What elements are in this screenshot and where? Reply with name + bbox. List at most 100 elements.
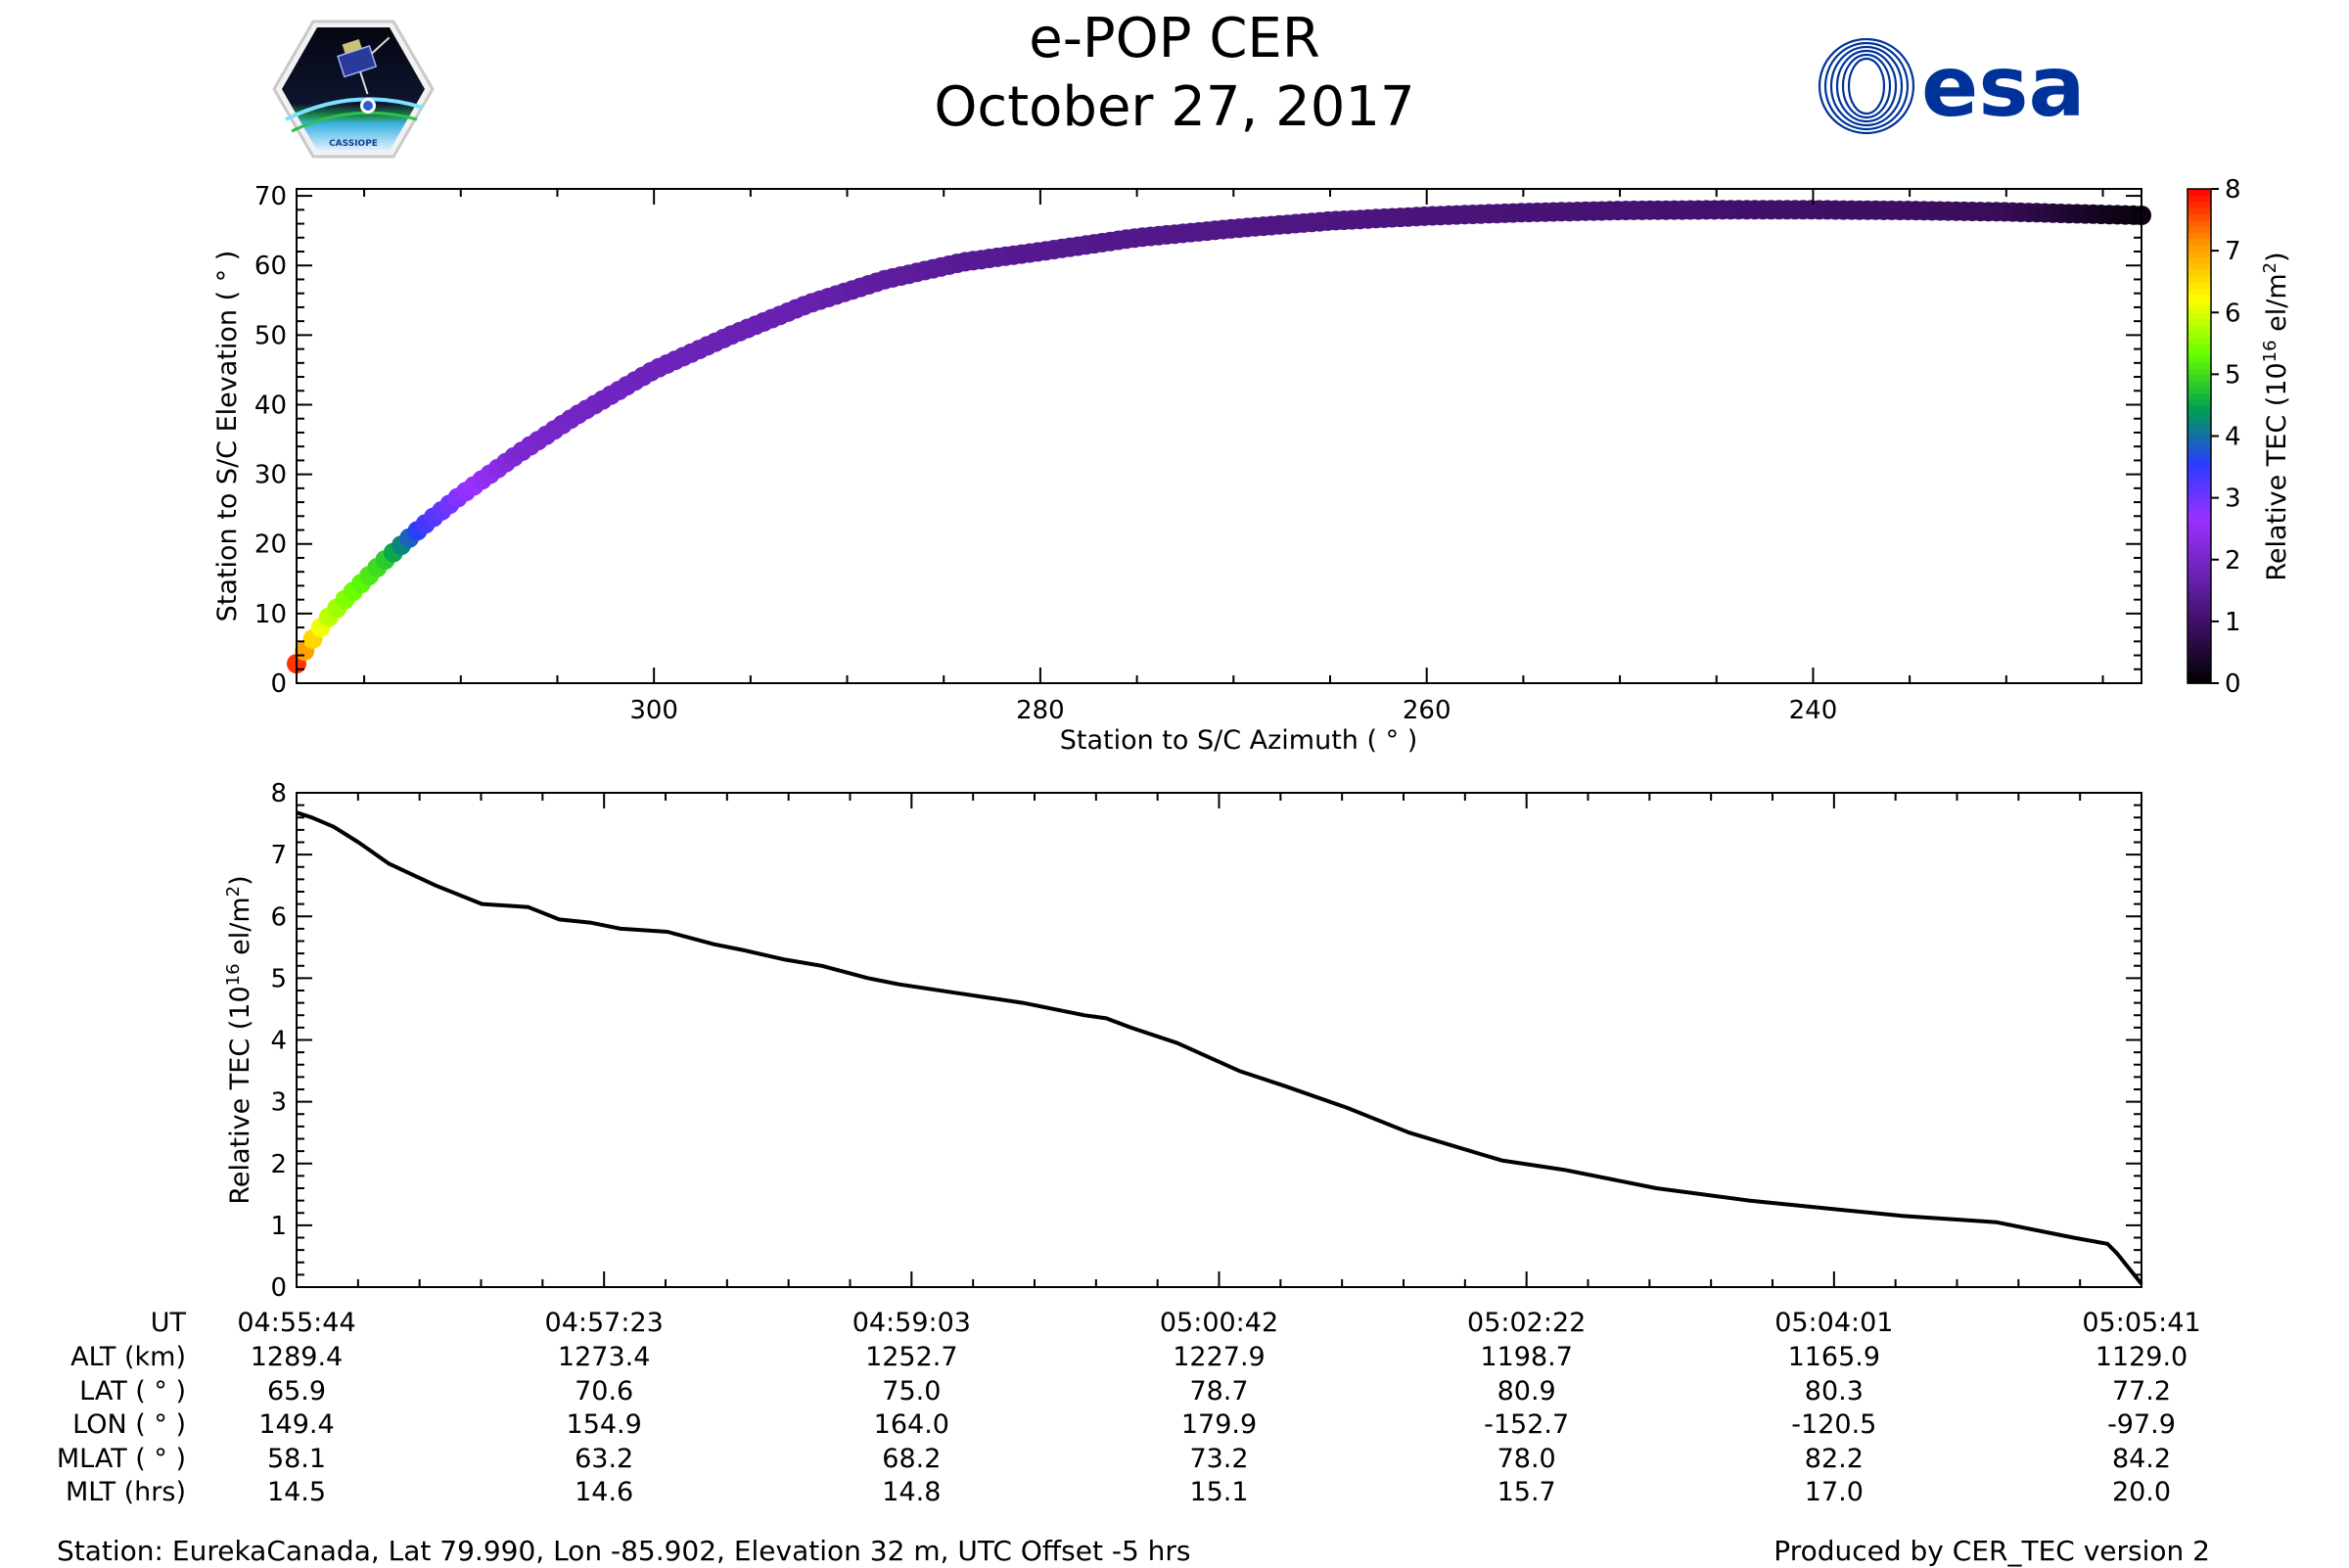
colorbar-segment <box>2188 646 2211 654</box>
ephemeris-cell: 70.6 <box>575 1376 633 1407</box>
colorbar-segment <box>2188 213 2211 221</box>
y-tick-label: 20 <box>254 530 287 560</box>
colorbar-segment <box>2188 547 2211 555</box>
colorbar-segment <box>2188 251 2211 258</box>
colorbar-segment <box>2188 479 2211 486</box>
y-tick-label: 8 <box>270 779 287 808</box>
ephemeris-cell: 75.0 <box>882 1376 941 1407</box>
colorbar-segment <box>2188 602 2211 611</box>
y-tick-label: 1 <box>270 1212 287 1241</box>
colorbar <box>2188 189 2211 684</box>
ephemeris-table: UT ALT (km) LAT ( ° )LON ( ° ) MLAT ( ° )ML… <box>57 1308 2201 1507</box>
colorbar-segment <box>2188 467 2211 475</box>
ephemeris-cell: 164.0 <box>874 1409 949 1440</box>
colorbar-segment <box>2188 590 2211 598</box>
colorbar-segment <box>2188 540 2211 548</box>
colorbar-segment <box>2188 436 2211 443</box>
colorbar-segment <box>2188 294 2211 301</box>
ephemeris-cell: 65.9 <box>267 1376 326 1407</box>
colorbar-tick-label: 6 <box>2225 299 2241 328</box>
colorbar-segment <box>2188 615 2211 623</box>
colorbar-segment <box>2188 596 2211 604</box>
y-tick-label: 6 <box>270 902 287 932</box>
ephemeris-row-label: MLAT ( ° ) <box>57 1444 186 1474</box>
colorbar-segment <box>2188 522 2211 530</box>
colorbar-segment <box>2188 584 2211 592</box>
colorbar-label: Relative TEC (1016 el/m2) <box>2260 252 2292 580</box>
ephemeris-cell: 1289.4 <box>251 1342 343 1372</box>
ephemeris-cell: 14.6 <box>575 1477 633 1507</box>
ephemeris-cell: 77.2 <box>2112 1376 2171 1407</box>
tec-time-chart: 0 1 2 3 4 5 6 7 8 Relative TEC (1016 el/m2) <box>223 779 2143 1303</box>
y-tick-label: 70 <box>254 182 287 211</box>
colorbar-segment <box>2188 300 2211 307</box>
colorbar-segment <box>2188 374 2211 382</box>
colorbar-segment <box>2188 392 2211 400</box>
x-tick-label: 240 <box>1789 696 1838 725</box>
y-tick-label: 4 <box>270 1027 287 1056</box>
ephemeris-row-label: MLT (hrs) <box>66 1477 186 1507</box>
colorbar-segment <box>2188 232 2211 240</box>
colorbar-segment <box>2188 225 2211 233</box>
colorbar-segment <box>2188 262 2211 270</box>
colorbar-segment <box>2188 491 2211 499</box>
ephemeris-cell: 15.1 <box>1189 1477 1248 1507</box>
ephemeris-cell: 1129.0 <box>2096 1342 2188 1372</box>
colorbar-segment <box>2188 275 2211 283</box>
colorbar-segment <box>2188 460 2211 468</box>
ephemeris-cell: -97.9 <box>2107 1409 2176 1440</box>
colorbar-tick-label: 7 <box>2225 237 2241 266</box>
colorbar-segment <box>2188 417 2211 425</box>
ephemeris-time-cell: 04:55:44 <box>237 1308 355 1338</box>
ephemeris-cell: 63.2 <box>575 1444 633 1474</box>
colorbar-tick-label: 0 <box>2225 669 2241 699</box>
x-axis-label: Station to S/C Azimuth ( ° ) <box>1060 725 1418 756</box>
colorbar-segment <box>2188 349 2211 357</box>
colorbar-segment <box>2188 219 2211 227</box>
ephemeris-cell: 58.1 <box>267 1444 326 1474</box>
colorbar-tick-label: 4 <box>2225 423 2241 452</box>
x-tick-label: 300 <box>629 696 678 725</box>
ephemeris-time-cell: 04:57:23 <box>545 1308 664 1338</box>
colorbar-segment <box>2188 387 2211 394</box>
colorbar-segment <box>2188 621 2211 628</box>
colorbar-segment <box>2188 312 2211 320</box>
colorbar-segment <box>2188 189 2211 197</box>
colorbar-segment <box>2188 404 2211 413</box>
colorbar-segment <box>2188 633 2211 641</box>
cassiope-logo-text: CASSIOPE <box>329 139 378 149</box>
esa-logo-icon: esa <box>1818 37 2086 136</box>
ephemeris-time-cell: 05:04:01 <box>1774 1308 1893 1338</box>
colorbar-segment <box>2188 639 2211 647</box>
colorbar-segment <box>2188 343 2211 350</box>
colorbar-segment <box>2188 566 2211 574</box>
ephemeris-cell: 154.9 <box>567 1409 642 1440</box>
scatter-points <box>287 200 2151 674</box>
colorbar-segment <box>2188 454 2211 462</box>
colorbar-tick-label: 3 <box>2225 484 2241 514</box>
ephemeris-row-label: LON ( ° ) <box>72 1409 186 1440</box>
colorbar-segment <box>2188 380 2211 388</box>
colorbar-segment <box>2188 337 2211 345</box>
tec-line <box>296 810 2143 1286</box>
ephemeris-time-cell: 05:05:41 <box>2082 1308 2200 1338</box>
ephemeris-cell: 1165.9 <box>1788 1342 1880 1372</box>
y-tick-label: 3 <box>270 1088 287 1118</box>
ephemeris-cell: 20.0 <box>2112 1477 2171 1507</box>
y-tick-label: 7 <box>270 841 287 870</box>
figure-title: e-POP CER <box>1029 7 1320 70</box>
colorbar-segment <box>2188 201 2211 208</box>
ephemeris-time-cell: 05:00:42 <box>1160 1308 1278 1338</box>
colorbar-segment <box>2188 559 2211 567</box>
y-axis-label: Station to S/C Elevation ( ° ) <box>212 251 243 623</box>
ephemeris-cell: -152.7 <box>1484 1409 1569 1440</box>
y-tick-label: 5 <box>270 964 287 993</box>
colorbar-segment <box>2188 269 2211 277</box>
ephemeris-cell: 82.2 <box>1805 1444 1864 1474</box>
colorbar-tick-label: 8 <box>2225 175 2241 205</box>
colorbar-segment <box>2188 331 2211 339</box>
colorbar-tick-label: 1 <box>2225 608 2241 637</box>
ephemeris-cell: 1227.9 <box>1173 1342 1265 1372</box>
